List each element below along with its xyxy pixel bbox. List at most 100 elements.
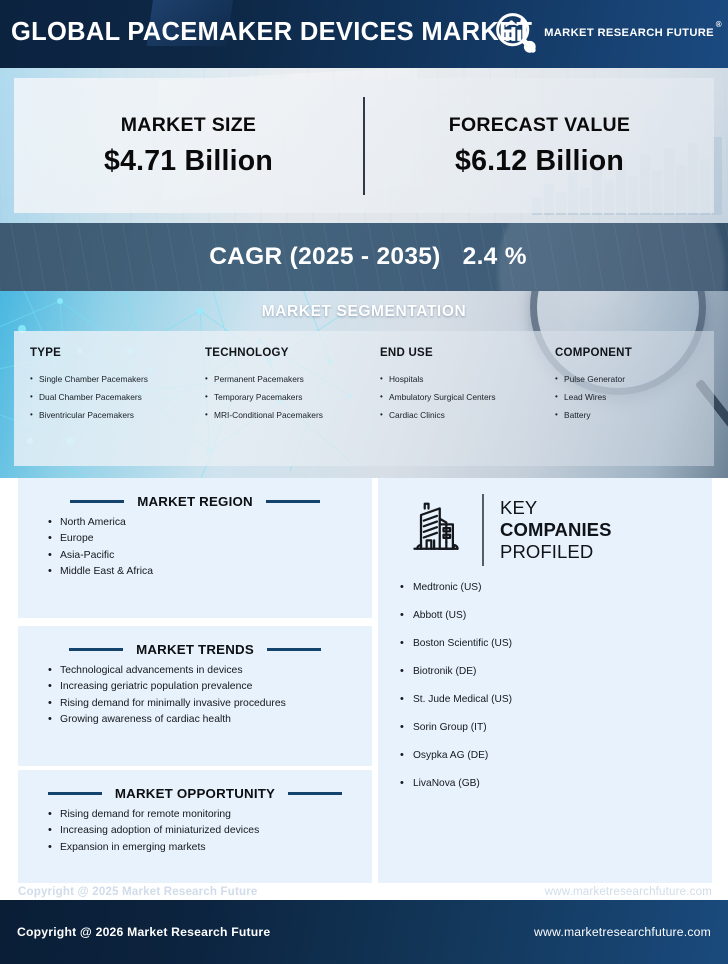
list-item: Rising demand for minimally invasive pro…: [48, 698, 372, 709]
market-size-block: MARKET SIZE $4.71 Billion: [14, 114, 363, 178]
hero-panel: MARKET SIZE $4.71 Billion FORECAST VALUE…: [14, 78, 714, 213]
list-item: Abbott (US): [400, 609, 712, 621]
card-title-row: MARKET TRENDS: [18, 642, 372, 657]
magnifier-bar-chart-icon: [496, 13, 536, 53]
cagr-background-overlay: [0, 223, 728, 291]
registered-mark: ®: [715, 20, 722, 29]
list-item: Pulse Generator: [555, 374, 708, 385]
market-trends-list: Technological advancements in devices In…: [48, 665, 372, 726]
list-item: Technological advancements in devices: [48, 665, 372, 676]
card-title-row: MARKET REGION: [18, 494, 372, 509]
office-building-icon: [413, 502, 459, 550]
list-item: Biventricular Pacemakers: [30, 410, 183, 421]
market-segmentation-band: MARKET SEGMENTATION TYPE Single Chamber …: [0, 291, 728, 478]
list-item: Osypka AG (DE): [400, 749, 712, 761]
title-rule-right: [265, 500, 320, 503]
list-item: Lead Wires: [555, 392, 708, 403]
segmentation-title: MARKET SEGMENTATION: [261, 303, 467, 320]
segment-column-type: TYPE Single Chamber Pacemakers Dual Cham…: [14, 331, 189, 466]
list-item: MRI-Conditional Pacemakers: [205, 410, 358, 421]
title-rule-left: [47, 792, 102, 795]
market-region-title: MARKET REGION: [137, 494, 253, 509]
market-opportunity-title: MARKET OPPORTUNITY: [114, 786, 276, 801]
market-region-list: North America Europe Asia-Pacific Middle…: [48, 517, 372, 578]
title-rule-left: [69, 648, 124, 651]
list-item: St. Jude Medical (US): [400, 693, 712, 705]
header-divider: [482, 494, 484, 566]
brand-name: MARKET RESEARCH FUTURE: [544, 27, 714, 39]
segment-column-technology: TECHNOLOGY Permanent Pacemakers Temporar…: [189, 331, 364, 466]
list-item: Middle East & Africa: [48, 566, 372, 577]
segment-list: Pulse Generator Lead Wires Battery: [555, 374, 708, 421]
list-item: Hospitals: [380, 374, 533, 385]
page-footer: Copyright @ 2026 Market Research Future …: [0, 900, 728, 964]
page-title: GLOBAL PACEMAKER DEVICES MARKET: [11, 18, 533, 46]
brand-name-wrap: MARKET RESEARCH FUTURE ®: [544, 20, 722, 39]
market-size-label: MARKET SIZE: [120, 113, 257, 136]
segment-list: Hospitals Ambulatory Surgical Centers Ca…: [380, 374, 533, 421]
list-item: Temporary Pacemakers: [205, 392, 358, 403]
market-region-card: MARKET REGION North America Europe Asia-…: [18, 478, 372, 618]
segmentation-panel: TYPE Single Chamber Pacemakers Dual Cham…: [14, 331, 714, 466]
key-companies-title: KEY COMPANIES PROFILED: [500, 497, 612, 562]
title-rule-right: [288, 792, 343, 795]
list-item: Rising demand for remote monitoring: [48, 809, 372, 820]
key-companies-header: KEY COMPANIES PROFILED: [378, 478, 712, 566]
market-trends-card: MARKET TRENDS Technological advancements…: [18, 626, 372, 766]
market-size-value: $4.71 Billion: [104, 144, 273, 177]
list-item: Medtronic (US): [400, 581, 712, 593]
segment-column-component: COMPONENT Pulse Generator Lead Wires Bat…: [539, 331, 714, 466]
forecast-value-block: FORECAST VALUE $6.12 Billion: [365, 114, 714, 178]
cagr-band: CAGR (2025 - 2035) 2.4 %: [0, 223, 728, 291]
market-size-band: MARKET SIZE $4.71 Billion FORECAST VALUE…: [0, 68, 728, 223]
key-companies-card: KEY COMPANIES PROFILED Medtronic (US) Ab…: [378, 478, 712, 883]
list-item: Sorin Group (IT): [400, 721, 712, 733]
segment-column-end-use: END USE Hospitals Ambulatory Surgical Ce…: [364, 331, 539, 466]
list-item: Dual Chamber Pacemakers: [30, 392, 183, 403]
list-item: Battery: [555, 410, 708, 421]
title-rule-right: [266, 648, 321, 651]
segment-list: Permanent Pacemakers Temporary Pacemaker…: [205, 374, 358, 421]
footer-url[interactable]: www.marketresearchfuture.com: [534, 925, 711, 939]
market-opportunity-card: MARKET OPPORTUNITY Rising demand for rem…: [18, 770, 372, 883]
market-opportunity-list: Rising demand for remote monitoring Incr…: [48, 809, 372, 853]
list-item: Permanent Pacemakers: [205, 374, 358, 385]
cagr-text: CAGR (2025 - 2035) 2.4 %: [0, 243, 728, 271]
forecast-value-value: $6.12 Billion: [455, 144, 624, 177]
title-rule-left: [70, 500, 125, 503]
title-line-companies: COMPANIES: [500, 519, 612, 541]
segment-list: Single Chamber Pacemakers Dual Chamber P…: [30, 374, 183, 421]
list-item: LivaNova (GB): [400, 777, 712, 789]
footer-copyright: Copyright @ 2026 Market Research Future: [17, 925, 271, 939]
list-item: Increasing adoption of miniaturized devi…: [48, 825, 372, 836]
title-line-profiled: PROFILED: [500, 540, 594, 562]
title-line-key: KEY: [500, 497, 538, 519]
segment-heading: TYPE: [30, 347, 62, 359]
card-title-row: MARKET OPPORTUNITY: [18, 786, 372, 801]
cagr-label: CAGR (2025 - 2035): [209, 243, 441, 270]
list-item: Boston Scientific (US): [400, 637, 712, 649]
list-item: Asia-Pacific: [48, 550, 372, 561]
hero-divider: [363, 96, 365, 195]
page-header: GLOBAL PACEMAKER DEVICES MARKET MARKET R…: [0, 0, 728, 68]
watermark-copyright: Copyright @ 2025 Market Research Future: [18, 886, 258, 898]
key-companies-list: Medtronic (US) Abbott (US) Boston Scient…: [400, 581, 712, 789]
list-item: Expansion in emerging markets: [48, 842, 372, 853]
brand-logo[interactable]: MARKET RESEARCH FUTURE ®: [495, 12, 722, 54]
cagr-value: 2.4 %: [462, 243, 527, 270]
list-item: Cardiac Clinics: [380, 410, 533, 421]
segment-heading: END USE: [380, 347, 433, 359]
list-item: Growing awareness of cardiac health: [48, 714, 372, 725]
list-item: North America: [48, 517, 372, 528]
list-item: Ambulatory Surgical Centers: [380, 392, 533, 403]
forecast-value-label: FORECAST VALUE: [448, 113, 631, 136]
list-item: Increasing geriatric population prevalen…: [48, 681, 372, 692]
list-item: Single Chamber Pacemakers: [30, 374, 183, 385]
market-trends-title: MARKET TRENDS: [136, 642, 254, 657]
watermark-url: www.marketresearchfuture.com: [544, 886, 712, 898]
segment-heading: COMPONENT: [555, 347, 632, 359]
list-item: Biotronik (DE): [400, 665, 712, 677]
segment-heading: TECHNOLOGY: [205, 347, 289, 359]
list-item: Europe: [48, 533, 372, 544]
